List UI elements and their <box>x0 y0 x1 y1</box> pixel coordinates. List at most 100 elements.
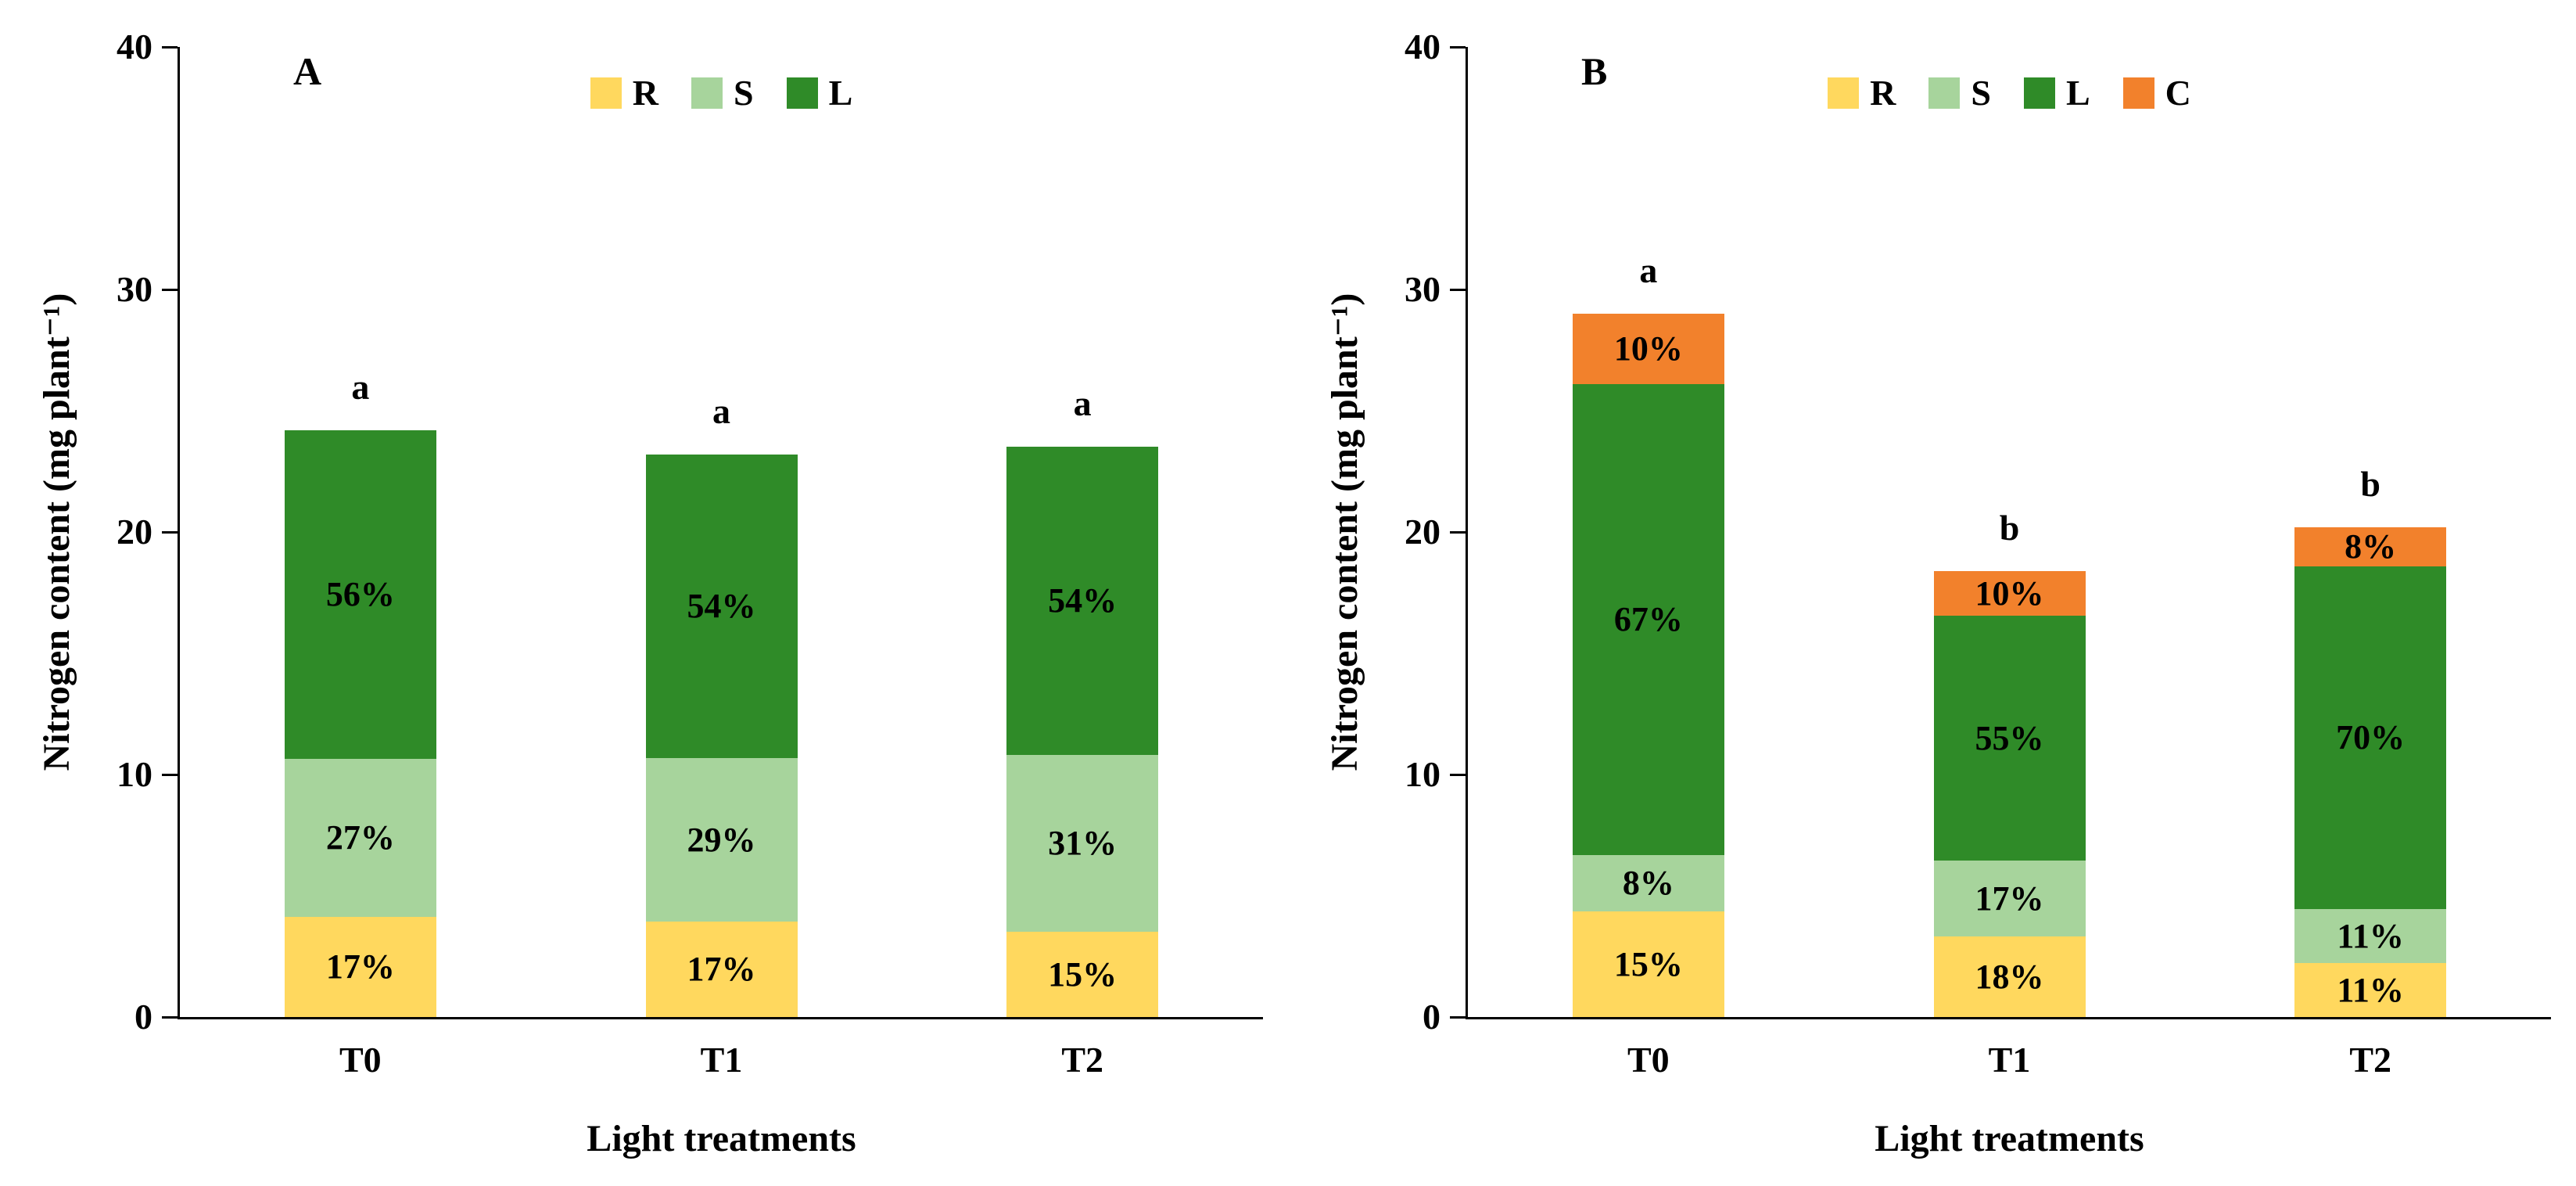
bar-segment-S: 17% <box>1933 861 2086 936</box>
panel-label: B <box>1581 49 1608 93</box>
legend-swatch-L <box>786 77 818 109</box>
bar-segment-C: 8% <box>2294 527 2447 566</box>
legend-swatch-S <box>691 77 723 109</box>
x-axis-title: Light treatments <box>587 1118 856 1159</box>
y-tick-label: 40 <box>1405 27 1440 66</box>
panel-b: B Nitrogen content (mg plant⁻¹) Light tr… <box>1288 0 2576 1186</box>
legend-swatch-S <box>1928 77 1961 109</box>
y-axis-line <box>178 47 180 1019</box>
y-tick-mark <box>162 45 178 49</box>
bar-segment-L: 54% <box>645 455 798 758</box>
x-axis-line <box>178 1017 1263 1019</box>
legend-label: L <box>828 73 853 113</box>
y-tick-label: 30 <box>117 269 152 309</box>
segment-percent-label: 8% <box>1622 864 1674 902</box>
bar-segment-C: 10% <box>1572 314 1724 384</box>
legend-label: C <box>2165 73 2191 113</box>
legend-label: S <box>1971 73 1991 113</box>
x-category-label: T0 <box>1627 1040 1670 1080</box>
bar-segment-R: 18% <box>1933 936 2086 1017</box>
segment-percent-label: 54% <box>1048 581 1118 620</box>
bar-segment-L: 70% <box>2294 566 2447 909</box>
y-tick-label: 0 <box>1423 997 1440 1037</box>
bar-T2: 15% 31% 54% <box>1006 447 1159 1017</box>
panel-a: A Nitrogen content (mg plant⁻¹) Light tr… <box>36 27 1263 1159</box>
bar-segment-S: 11% <box>2294 909 2447 963</box>
segment-percent-label: 70% <box>2336 718 2406 757</box>
y-tick-label: 40 <box>117 27 152 66</box>
y-tick-label: 30 <box>1405 269 1440 309</box>
y-tick-mark <box>1450 1015 1466 1019</box>
bar-T0: 15% 8% 67% 10% <box>1572 314 1724 1017</box>
segment-percent-label: 10% <box>1613 329 1683 368</box>
x-axis-title: Light treatments <box>1875 1118 2144 1159</box>
x-category-label: T0 <box>339 1040 382 1080</box>
segment-percent-label: 67% <box>1613 600 1683 638</box>
segment-percent-label: 54% <box>687 587 756 625</box>
x-category-label: T1 <box>700 1040 743 1080</box>
legend-item-S: S <box>691 72 754 113</box>
legend-swatch-R <box>1828 77 1860 109</box>
segment-percent-label: 15% <box>1048 954 1118 994</box>
legend-label: R <box>632 73 658 113</box>
segment-percent-label: 31% <box>1048 824 1118 862</box>
legend-item-L: L <box>786 72 853 113</box>
bar-T1: 18% 17% 55% 10% <box>1933 571 2086 1017</box>
significance-letter: a <box>712 391 730 431</box>
segment-percent-label: 17% <box>1975 879 2044 918</box>
legend-label: R <box>1870 73 1896 113</box>
bar-segment-R: 17% <box>284 917 436 1017</box>
legend-swatch-C <box>2122 77 2154 109</box>
segment-percent-label: 55% <box>1975 718 2044 757</box>
bar-segment-L: 54% <box>1006 447 1159 755</box>
bar-segment-S: 27% <box>284 759 436 917</box>
segment-percent-label: 29% <box>687 820 756 859</box>
y-tick-label: 10 <box>1405 754 1440 794</box>
bar-T2: 11% 11% 70% 8% <box>2294 527 2447 1017</box>
segment-percent-label: 18% <box>1975 957 2044 996</box>
significance-letter: a <box>1073 383 1092 423</box>
segment-percent-label: 17% <box>687 950 756 988</box>
significance-letter: a <box>351 367 370 407</box>
bar-T0: 17% 27% 56% <box>284 430 436 1017</box>
bar-segment-C: 10% <box>1933 571 2086 616</box>
y-tick-label: 20 <box>1405 512 1440 552</box>
y-axis-line <box>1466 47 1468 1019</box>
bar-segment-S: 8% <box>1572 855 1724 911</box>
bar-segment-L: 67% <box>1572 384 1724 855</box>
bar-segment-S: 29% <box>645 758 798 922</box>
bar-segment-L: 55% <box>1933 616 2086 861</box>
bar-T1: 17% 29% 54% <box>645 455 798 1017</box>
bar-segment-R: 15% <box>1006 932 1159 1017</box>
segment-percent-label: 10% <box>1975 573 2044 613</box>
segment-percent-label: 15% <box>1613 944 1683 983</box>
significance-letter: b <box>1999 508 2020 548</box>
segment-percent-label: 11% <box>2337 916 2404 955</box>
y-tick-label: 10 <box>117 754 152 794</box>
significance-letter: a <box>1639 250 1658 290</box>
bar-segment-R: 15% <box>1572 911 1724 1017</box>
legend-item-R: R <box>1828 72 1896 113</box>
legend-label: S <box>733 73 754 113</box>
segment-percent-label: 56% <box>325 575 395 613</box>
bar-segment-L: 56% <box>284 430 436 759</box>
segment-percent-label: 8% <box>2345 527 2397 566</box>
y-tick-mark <box>162 773 178 776</box>
legend-swatch-R <box>590 77 622 109</box>
y-tick-mark <box>162 1015 178 1019</box>
y-tick-mark <box>1450 288 1466 291</box>
plot-area: 0 10 20 30 40 15% 8% 67% 10% a T0 18% 17% 55% 10% b T1 11… <box>1288 0 2576 1186</box>
x-category-label: T2 <box>1061 1040 1103 1080</box>
legend-item-S: S <box>1928 72 1991 113</box>
y-tick-mark <box>162 288 178 291</box>
panel-label: A <box>293 49 322 93</box>
legend-item-C: C <box>2122 72 2191 113</box>
y-tick-mark <box>1450 773 1466 776</box>
legend-item-R: R <box>590 72 658 113</box>
legend-label: L <box>2065 73 2090 113</box>
y-tick-mark <box>162 530 178 534</box>
y-tick-label: 0 <box>135 997 152 1037</box>
bar-segment-S: 31% <box>1006 755 1159 932</box>
segment-percent-label: 11% <box>2337 970 2404 1009</box>
